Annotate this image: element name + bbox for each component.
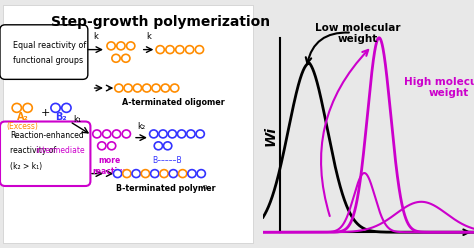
Circle shape [108, 142, 116, 150]
Circle shape [169, 170, 177, 178]
Text: more
reactive: more reactive [92, 156, 128, 176]
Text: functional groups: functional groups [13, 56, 83, 65]
Circle shape [197, 170, 205, 178]
FancyBboxPatch shape [0, 25, 88, 79]
Text: Reaction-enhanced: Reaction-enhanced [10, 131, 84, 140]
Circle shape [93, 130, 101, 138]
Circle shape [187, 130, 195, 138]
Circle shape [127, 42, 135, 50]
Text: (k₂ > k₁): (k₂ > k₁) [10, 162, 43, 171]
Text: k: k [146, 32, 151, 41]
Text: B₂: B₂ [55, 112, 67, 122]
Circle shape [123, 170, 131, 178]
Circle shape [117, 42, 125, 50]
Circle shape [132, 170, 140, 178]
Circle shape [171, 84, 179, 92]
Circle shape [122, 130, 130, 138]
Text: +: + [40, 108, 50, 118]
Circle shape [115, 84, 123, 92]
Circle shape [156, 46, 164, 54]
Circle shape [124, 84, 132, 92]
Text: Wi: Wi [264, 126, 277, 146]
Circle shape [161, 84, 170, 92]
Text: A₂: A₂ [17, 112, 28, 122]
Circle shape [62, 103, 71, 112]
Circle shape [107, 42, 115, 50]
Circle shape [112, 130, 121, 138]
Text: reactivity of: reactivity of [10, 146, 59, 155]
Circle shape [177, 130, 186, 138]
Circle shape [160, 170, 168, 178]
Circle shape [51, 103, 60, 112]
Circle shape [151, 170, 159, 178]
Circle shape [141, 170, 150, 178]
Text: (Excess): (Excess) [7, 123, 38, 131]
Circle shape [179, 170, 187, 178]
Circle shape [12, 103, 21, 112]
Circle shape [143, 84, 151, 92]
Circle shape [168, 130, 176, 138]
Text: k₁: k₁ [73, 115, 82, 124]
Circle shape [188, 170, 196, 178]
Circle shape [159, 130, 167, 138]
Circle shape [98, 142, 106, 150]
Circle shape [164, 142, 172, 150]
Circle shape [112, 54, 120, 62]
Text: Step-growth polymerization: Step-growth polymerization [51, 15, 270, 29]
Text: B-terminated polymer: B-terminated polymer [116, 184, 215, 193]
Circle shape [122, 54, 130, 62]
Text: n: n [202, 184, 207, 189]
Text: intermediate: intermediate [35, 146, 84, 155]
Text: k: k [93, 32, 98, 41]
Circle shape [150, 130, 158, 138]
Circle shape [113, 170, 122, 178]
Circle shape [102, 130, 111, 138]
Circle shape [133, 84, 142, 92]
Circle shape [166, 46, 174, 54]
Circle shape [23, 103, 32, 112]
Circle shape [152, 84, 160, 92]
Circle shape [176, 46, 184, 54]
Text: A-terminated oligomer: A-terminated oligomer [122, 98, 225, 107]
Text: Equal reactivity of: Equal reactivity of [13, 41, 86, 50]
FancyBboxPatch shape [0, 122, 91, 186]
Circle shape [154, 142, 163, 150]
Text: High molecular
weight: High molecular weight [404, 77, 474, 98]
Text: B–––––B: B–––––B [152, 156, 182, 165]
Text: k₂: k₂ [137, 123, 146, 131]
Circle shape [185, 46, 194, 54]
Circle shape [195, 46, 203, 54]
Text: Low molecular
weight: Low molecular weight [315, 23, 401, 44]
FancyBboxPatch shape [2, 5, 253, 243]
Circle shape [196, 130, 204, 138]
